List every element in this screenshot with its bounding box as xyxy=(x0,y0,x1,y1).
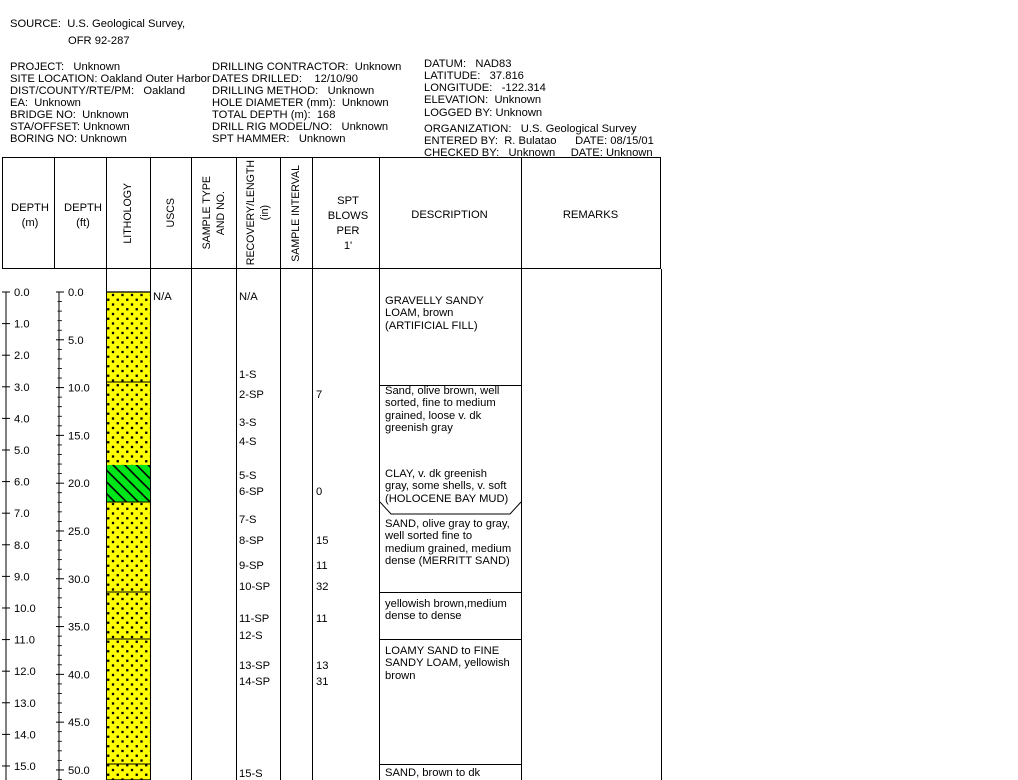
svg-text:15.0: 15.0 xyxy=(14,761,36,773)
svg-text:0.0: 0.0 xyxy=(14,287,30,299)
svg-text:8.0: 8.0 xyxy=(14,540,30,552)
svg-text:0.0: 0.0 xyxy=(68,287,84,299)
svg-text:35.0: 35.0 xyxy=(68,622,90,634)
svg-text:40.0: 40.0 xyxy=(68,669,90,681)
svg-text:50.0: 50.0 xyxy=(68,765,90,777)
svg-text:2.0: 2.0 xyxy=(14,350,30,362)
svg-text:13.0: 13.0 xyxy=(14,698,36,710)
svg-text:10.0: 10.0 xyxy=(68,383,90,395)
svg-text:45.0: 45.0 xyxy=(68,717,90,729)
svg-text:25.0: 25.0 xyxy=(68,526,90,538)
svg-text:15.0: 15.0 xyxy=(68,430,90,442)
svg-text:11.0: 11.0 xyxy=(14,635,35,647)
svg-text:4.0: 4.0 xyxy=(14,413,30,425)
svg-text:1.0: 1.0 xyxy=(14,319,30,331)
svg-text:5.0: 5.0 xyxy=(68,335,84,347)
svg-text:6.0: 6.0 xyxy=(14,477,30,489)
svg-text:7.0: 7.0 xyxy=(14,508,30,520)
svg-text:12.0: 12.0 xyxy=(14,666,36,678)
svg-text:3.0: 3.0 xyxy=(14,382,30,394)
svg-text:10.0: 10.0 xyxy=(14,603,36,615)
svg-text:5.0: 5.0 xyxy=(14,445,30,457)
svg-text:14.0: 14.0 xyxy=(14,729,36,741)
svg-text:20.0: 20.0 xyxy=(68,478,90,490)
svg-text:9.0: 9.0 xyxy=(14,571,30,583)
svg-text:30.0: 30.0 xyxy=(68,574,90,586)
